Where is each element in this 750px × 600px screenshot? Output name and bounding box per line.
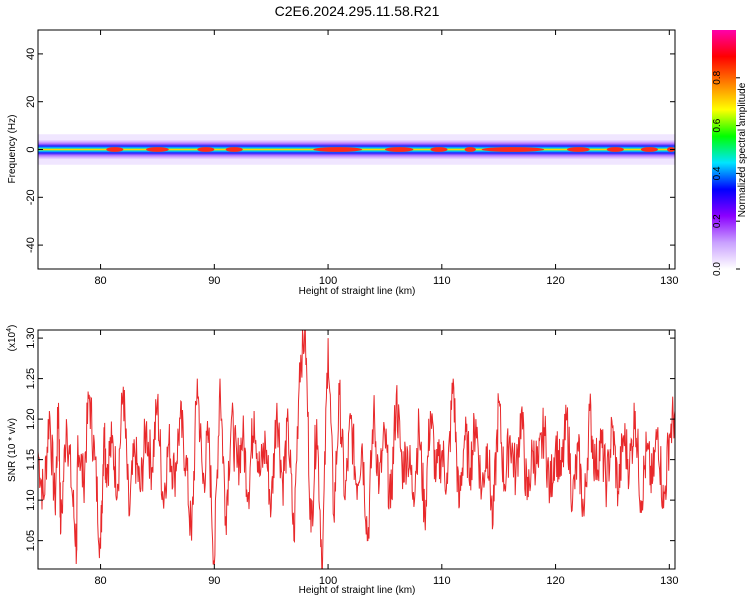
colorbar-ticks: 0.0 0.2 0.4 0.6 0.8 — [712, 70, 740, 276]
x-tick-label: 130 — [660, 575, 678, 587]
x-tick-label: 130 — [660, 275, 678, 287]
band-peak-spot — [464, 147, 476, 152]
x-tick-label: 80 — [94, 575, 106, 587]
x-tick-label: 120 — [546, 575, 564, 587]
band-peak-spot — [640, 147, 658, 152]
y-tick-label: 1.25 — [25, 368, 37, 389]
y-tick-label: -20 — [25, 189, 37, 205]
spectrogram-panel: 80 90 100 110 120 130 -40 -20 0 20 40 Height of s… — [7, 29, 678, 297]
band-peak-spot — [481, 147, 545, 152]
snr-series-line — [37, 329, 676, 570]
x-tick-label: 90 — [208, 275, 220, 287]
colorbar-tick-label: 0.6 — [712, 118, 723, 132]
spectrogram-y-label: Frequency (Hz) — [7, 115, 18, 184]
snr-frame — [37, 329, 676, 570]
y-tick-label: 1.10 — [25, 489, 37, 510]
x-tick-label: 100 — [319, 275, 337, 287]
band-peak-spot — [566, 147, 590, 152]
spectrogram-y-ticks: -40 -20 0 20 40 — [25, 48, 675, 253]
y-tick-label: 1.05 — [25, 530, 37, 551]
chart-title: C2E6.2024.295.11.58.R21 — [275, 3, 440, 19]
colorbar-gradient — [712, 30, 736, 269]
spectrogram-x-ticks: 80 90 100 110 120 130 — [94, 30, 678, 287]
colorbar-label: Normalized spectral amplitude — [737, 82, 748, 217]
x-tick-label: 110 — [433, 275, 451, 287]
x-tick-label: 80 — [94, 275, 106, 287]
spectral-band — [38, 134, 675, 165]
snr-y-multiplier: (x104) — [6, 325, 18, 352]
colorbar-tick-label: 0.8 — [712, 70, 723, 84]
band-peak-spot — [430, 147, 448, 152]
band-peak-spot — [197, 147, 215, 152]
snr-y-multiplier-close: ) — [7, 325, 18, 328]
y-tick-label: 1.20 — [25, 408, 37, 429]
colorbar-tick-label: 0.2 — [712, 214, 723, 228]
y-tick-label: -40 — [25, 237, 37, 253]
band-peak-spot — [606, 147, 624, 152]
snr-y-label: SNR (10 * v/v) — [7, 418, 18, 482]
snr-panel: 80 90 100 110 120 130 1.05 1.10 1.15 1.20 1.25 1.3… — [6, 325, 678, 596]
y-tick-label: 1.15 — [25, 449, 37, 470]
y-tick-label: 0 — [25, 146, 37, 152]
band-peak-spot — [106, 147, 124, 152]
snr-x-label: Height of straight line (km) — [299, 585, 416, 596]
colorbar-tick-label: 0.0 — [712, 262, 723, 276]
band-peak-spot — [146, 147, 169, 152]
spectrogram-x-label: Height of straight line (km) — [299, 286, 416, 297]
band-peak-spot — [384, 147, 414, 152]
snr-y-multiplier-exponent: 4 — [6, 328, 13, 332]
y-tick-label: 1.30 — [25, 327, 37, 348]
x-tick-label: 90 — [208, 575, 220, 587]
snr-x-ticks: 80 90 100 110 120 130 — [94, 330, 678, 587]
band-peak-spot — [225, 147, 243, 152]
x-tick-label: 120 — [546, 275, 564, 287]
colorbar: 0.0 0.2 0.4 0.6 0.8 Normalized spectral ampl… — [712, 30, 748, 276]
snr-y-multiplier-base: (x10 — [7, 331, 18, 351]
band-peak-spot — [313, 147, 363, 152]
colorbar-tick-label: 0.4 — [712, 166, 723, 180]
x-tick-label: 110 — [433, 575, 451, 587]
x-tick-label: 100 — [319, 575, 337, 587]
snr-y-ticks: 1.05 1.10 1.15 1.20 1.25 1.30 — [25, 327, 675, 551]
y-tick-label: 40 — [25, 48, 37, 60]
y-tick-label: 20 — [25, 96, 37, 108]
